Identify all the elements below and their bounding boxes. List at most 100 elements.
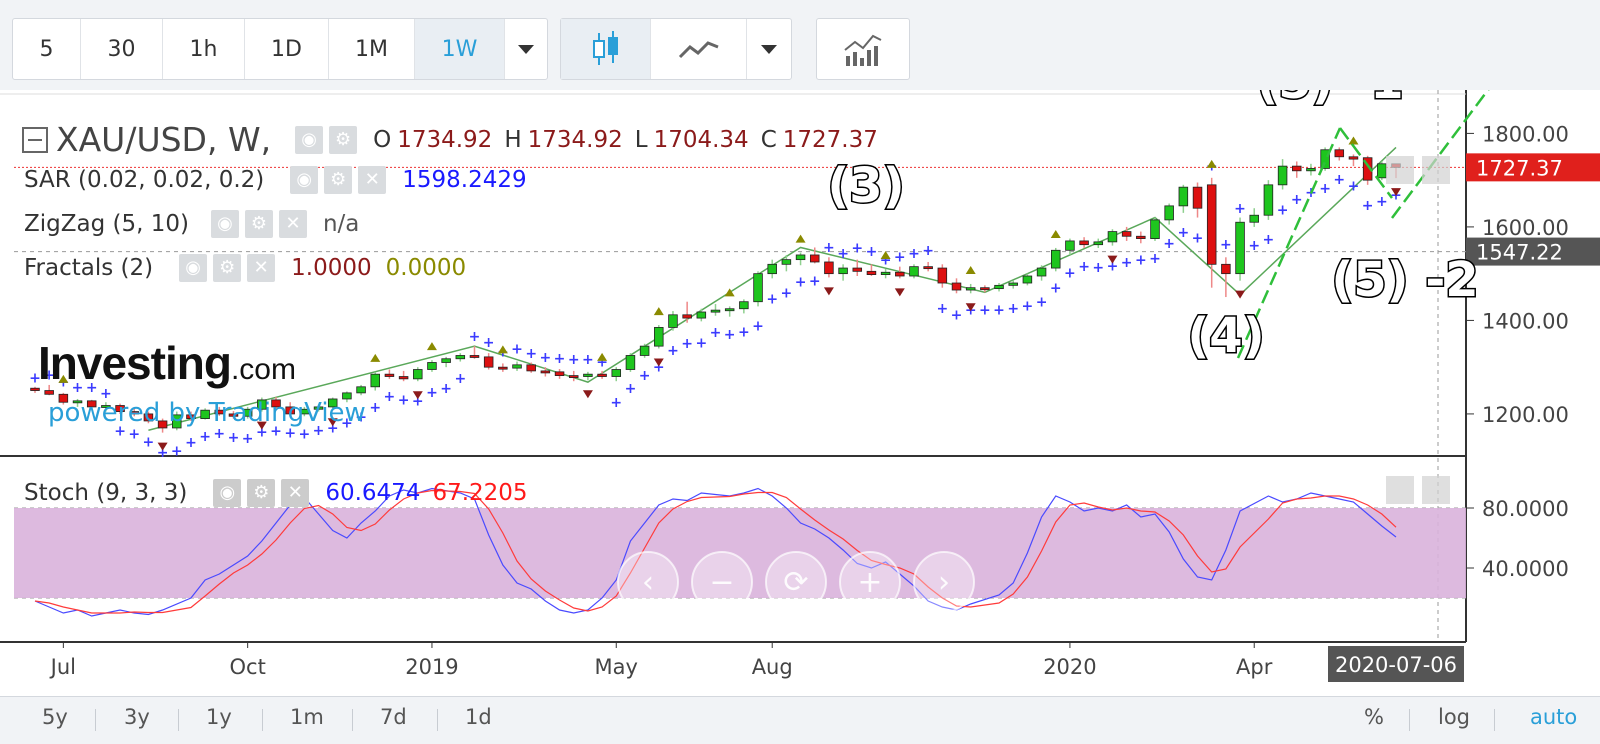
gear-icon[interactable]: ⚙ <box>329 125 358 154</box>
interval-1w-button[interactable]: 1W <box>415 19 505 79</box>
sar-legend: SAR (0.02, 0.02, 0.2) ◉ ⚙ ✕ 1598.2429 <box>24 166 527 194</box>
gear-icon[interactable]: ⚙ <box>244 210 273 238</box>
candle-up <box>441 358 451 363</box>
sar-dot: + <box>270 423 282 439</box>
sar-dot: + <box>398 392 410 408</box>
line-style-button[interactable] <box>651 19 747 79</box>
interval-30-button[interactable]: 30 <box>81 19 163 79</box>
scroll-left-button[interactable]: ‹ <box>617 551 679 613</box>
candle-up <box>739 301 749 310</box>
candle-up <box>327 398 338 408</box>
collapse-icon[interactable] <box>22 126 48 153</box>
sar-dot: + <box>823 240 835 256</box>
navigation-controls: ‹ − ⟳ + › <box>617 156 1450 613</box>
sar-dot: + <box>582 352 594 368</box>
sar-dot: + <box>199 429 211 445</box>
style-dropdown-button[interactable] <box>747 19 791 79</box>
stoch-layer <box>34 487 1397 617</box>
auto-scale-button[interactable]: auto <box>1530 705 1578 729</box>
fractal-layer <box>58 136 1401 451</box>
interval-1m-button[interactable]: 1M <box>329 19 415 79</box>
sar-dot: + <box>1177 225 1189 241</box>
sar-dot: + <box>1092 260 1104 276</box>
candles-style-button[interactable] <box>561 19 651 79</box>
sar-dot: + <box>1078 259 1090 275</box>
eye-icon[interactable]: ◉ <box>210 210 239 238</box>
close-icon[interactable]: ✕ <box>278 210 307 238</box>
nav-button-glyph: + <box>857 565 882 600</box>
stoch-legend: Stoch (9, 3, 3) ◉ ⚙ ✕ 60.6474 67.2205 <box>24 479 528 507</box>
close-label: C <box>760 126 777 153</box>
interval-dropdown-button[interactable] <box>505 19 547 79</box>
sar-dot: + <box>412 393 424 409</box>
close-icon[interactable]: ✕ <box>247 254 276 282</box>
candle-up <box>172 414 182 429</box>
candle-up <box>101 405 111 408</box>
eye-icon[interactable]: ◉ <box>179 254 208 282</box>
symbol-legend: XAU/USD, W, ◉ ⚙ O 1734.92 H 1734.92 L 17… <box>22 120 878 159</box>
range-3y-button[interactable]: 3y <box>124 705 150 729</box>
candle-up <box>654 327 664 347</box>
candle-up <box>342 392 352 400</box>
candle-down <box>1079 240 1089 246</box>
scroll-right-button[interactable]: › <box>913 551 975 613</box>
candle-up <box>1377 163 1387 179</box>
candle-down <box>86 400 97 408</box>
interval-1h-button[interactable]: 1h <box>163 19 245 79</box>
sar-dot: + <box>781 285 793 301</box>
candle-up <box>724 308 735 312</box>
range-1y-button[interactable]: 1y <box>206 705 232 729</box>
zoom-out-button[interactable]: − <box>691 551 753 613</box>
candle-down <box>498 366 508 370</box>
sar-dot: + <box>993 303 1005 319</box>
low-label: L <box>634 126 648 153</box>
candle-up <box>370 373 380 388</box>
candle-up <box>583 373 593 377</box>
sar-dot: + <box>1163 236 1175 252</box>
sar-dot: + <box>1192 231 1204 247</box>
nav-button-circle <box>913 551 975 613</box>
percent-scale-button[interactable]: % <box>1364 705 1384 729</box>
sar-dot: + <box>766 291 778 307</box>
range-1m-button[interactable]: 1m <box>290 705 324 729</box>
log-scale-button[interactable]: log <box>1438 705 1471 729</box>
gear-icon[interactable]: ⚙ <box>324 166 353 194</box>
candle-up <box>1093 241 1104 246</box>
indicators-button[interactable] <box>817 19 909 79</box>
close-icon[interactable]: ✕ <box>358 166 387 194</box>
range-7d-button[interactable]: 7d <box>380 705 407 729</box>
x-tick-label: Apr <box>1236 655 1273 679</box>
range-1d-button[interactable]: 1d <box>465 705 492 729</box>
sar-dot: + <box>1348 178 1360 194</box>
interval-1d-button[interactable]: 1D <box>245 19 329 79</box>
candle-up <box>880 271 891 275</box>
zoom-in-button[interactable]: + <box>839 551 901 613</box>
eye-icon[interactable]: ◉ <box>290 166 319 194</box>
eye-icon[interactable]: ◉ <box>295 125 324 154</box>
gear-icon[interactable]: ⚙ <box>247 479 276 507</box>
sar-dot: + <box>298 427 310 443</box>
candle-up <box>1065 240 1075 251</box>
range-5y-button[interactable]: 5y <box>42 705 68 729</box>
stoch-k-line <box>34 487 1397 617</box>
sar-dot: + <box>1263 232 1275 248</box>
nav-button-circle <box>765 551 827 613</box>
price-chart[interactable]: + ++ + ++ + ++ ++ + + + + + + + + + + + +++ + ++ +++ + + + + + + + ++… <box>0 90 1600 696</box>
candle-up <box>795 254 806 261</box>
candle-down <box>682 314 692 319</box>
candle-down <box>115 405 125 412</box>
powered-by-text[interactable]: powered by TradingView <box>48 398 366 428</box>
candle-down <box>143 413 154 422</box>
divider <box>1494 709 1495 731</box>
candle-up <box>668 314 678 328</box>
sar-dot: + <box>681 336 693 352</box>
eye-icon[interactable]: ◉ <box>213 479 242 507</box>
fractal-up-marker <box>795 234 806 243</box>
close-icon[interactable]: ✕ <box>281 479 310 507</box>
fractal-down-marker <box>823 287 834 296</box>
nav-button-circle <box>839 551 901 613</box>
gear-icon[interactable]: ⚙ <box>213 254 242 282</box>
reset-button[interactable]: ⟳ <box>765 551 827 613</box>
nav-button-glyph: › <box>938 565 950 600</box>
interval-5-button[interactable]: 5 <box>13 19 81 79</box>
